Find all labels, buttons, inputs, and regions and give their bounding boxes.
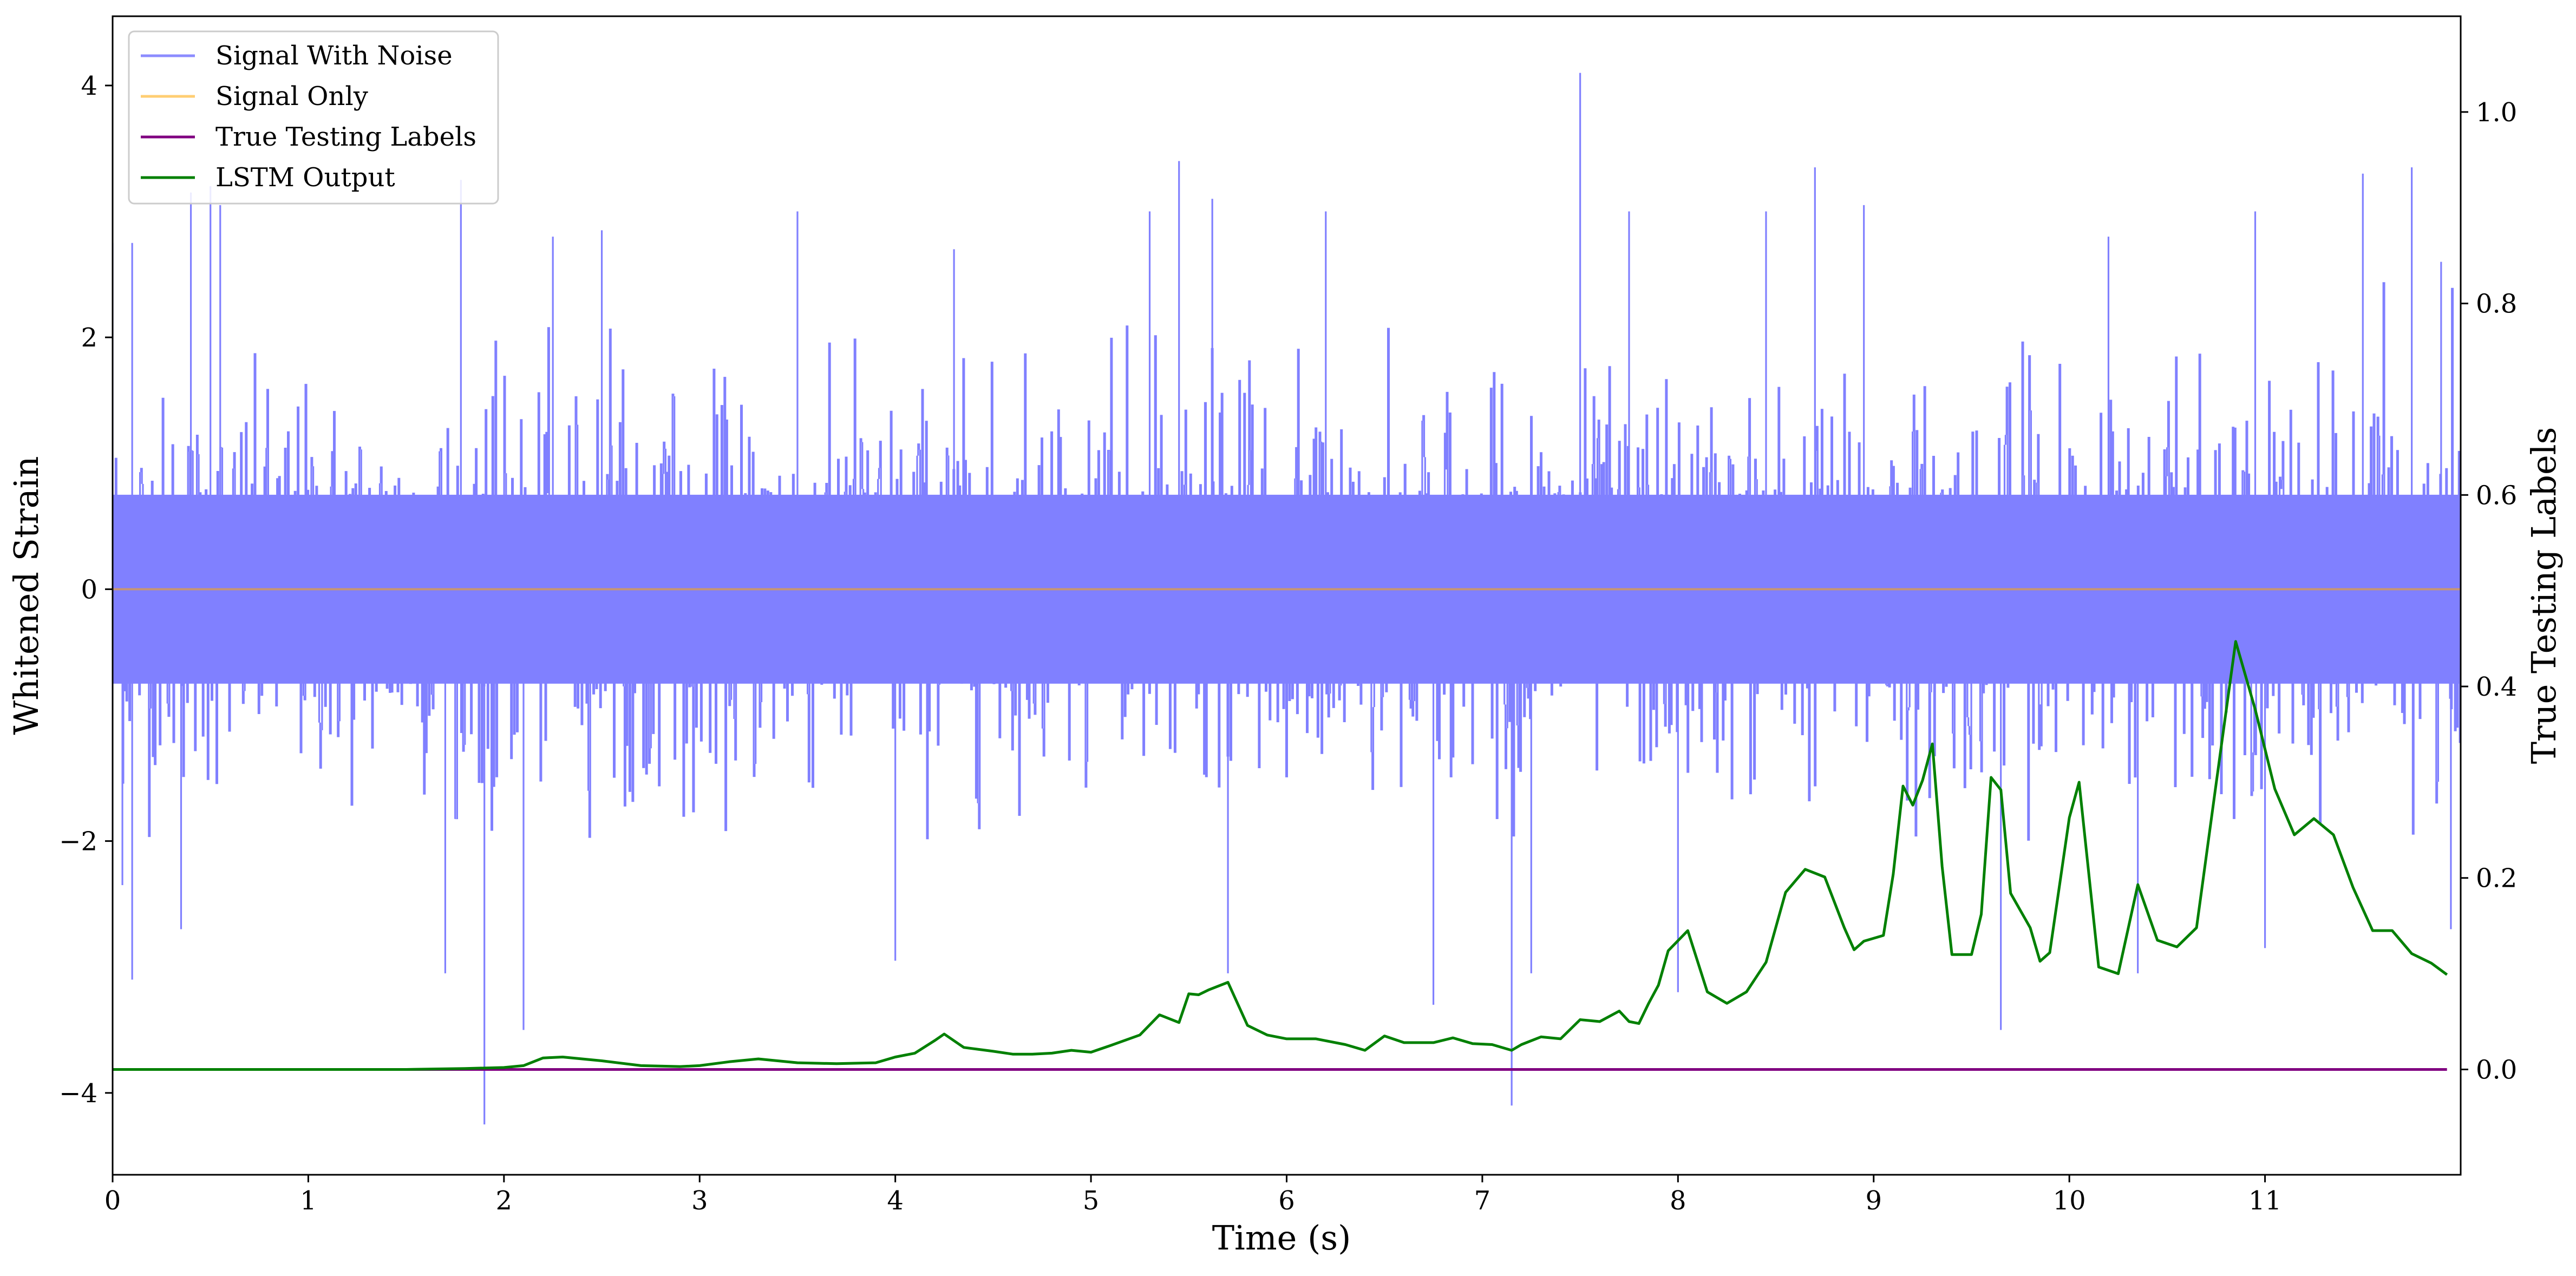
x-axis: 0 1 2 3 4 5 6 7 8 9 10 11: [104, 1175, 2281, 1216]
y-tick-label: 2: [81, 323, 97, 353]
y-tick-label: 0: [81, 574, 97, 605]
legend: Signal With Noise Signal Only True Testing…: [128, 30, 499, 205]
y-tick-label: 4: [81, 71, 97, 101]
signal-with-noise-series: [113, 73, 2461, 1124]
x-tick-label: 2: [496, 1186, 513, 1216]
y2-tick-label: 0.8: [2476, 289, 2517, 319]
legend-label: True Testing Labels: [215, 122, 476, 152]
y-axis: −4 −2 0 2 4: [59, 71, 113, 1109]
x-axis-label: Time (s): [1212, 1218, 1351, 1258]
legend-box: [128, 30, 499, 205]
x-tick-label: 3: [691, 1186, 708, 1216]
x-tick-label: 4: [887, 1186, 904, 1216]
legend-label: Signal Only: [215, 81, 368, 112]
y2-tick-label: 0.6: [2476, 480, 2517, 511]
y-tick-label: −4: [59, 1078, 97, 1109]
x-tick-label: 8: [1670, 1186, 1686, 1216]
y-axis-label: Whitened Strain: [6, 456, 46, 735]
x-tick-label: 0: [104, 1186, 121, 1216]
y-tick-label: −2: [59, 827, 97, 857]
y2-tick-label: 0.2: [2476, 863, 2517, 894]
lstm-output-series: [113, 640, 2448, 1071]
y2-axis-label: True Testing Labels: [2524, 427, 2564, 764]
lstm-output-line: [113, 640, 2448, 1071]
x-tick-label: 6: [1278, 1186, 1295, 1216]
x-tick-label: 1: [300, 1186, 317, 1216]
y2-axis: 0.0 0.2 0.4 0.6 0.8 1.0: [2461, 97, 2517, 1085]
x-tick-label: 10: [2053, 1186, 2086, 1216]
legend-label: Signal With Noise: [215, 41, 453, 71]
y2-tick-label: 1.0: [2476, 97, 2517, 128]
x-tick-label: 9: [1865, 1186, 1882, 1216]
x-tick-label: 11: [2248, 1186, 2281, 1216]
x-tick-label: 7: [1474, 1186, 1491, 1216]
y2-tick-label: 0.0: [2476, 1055, 2517, 1085]
x-tick-label: 5: [1083, 1186, 1100, 1216]
y2-tick-label: 0.4: [2476, 672, 2517, 702]
legend-label: LSTM Output: [215, 162, 395, 193]
